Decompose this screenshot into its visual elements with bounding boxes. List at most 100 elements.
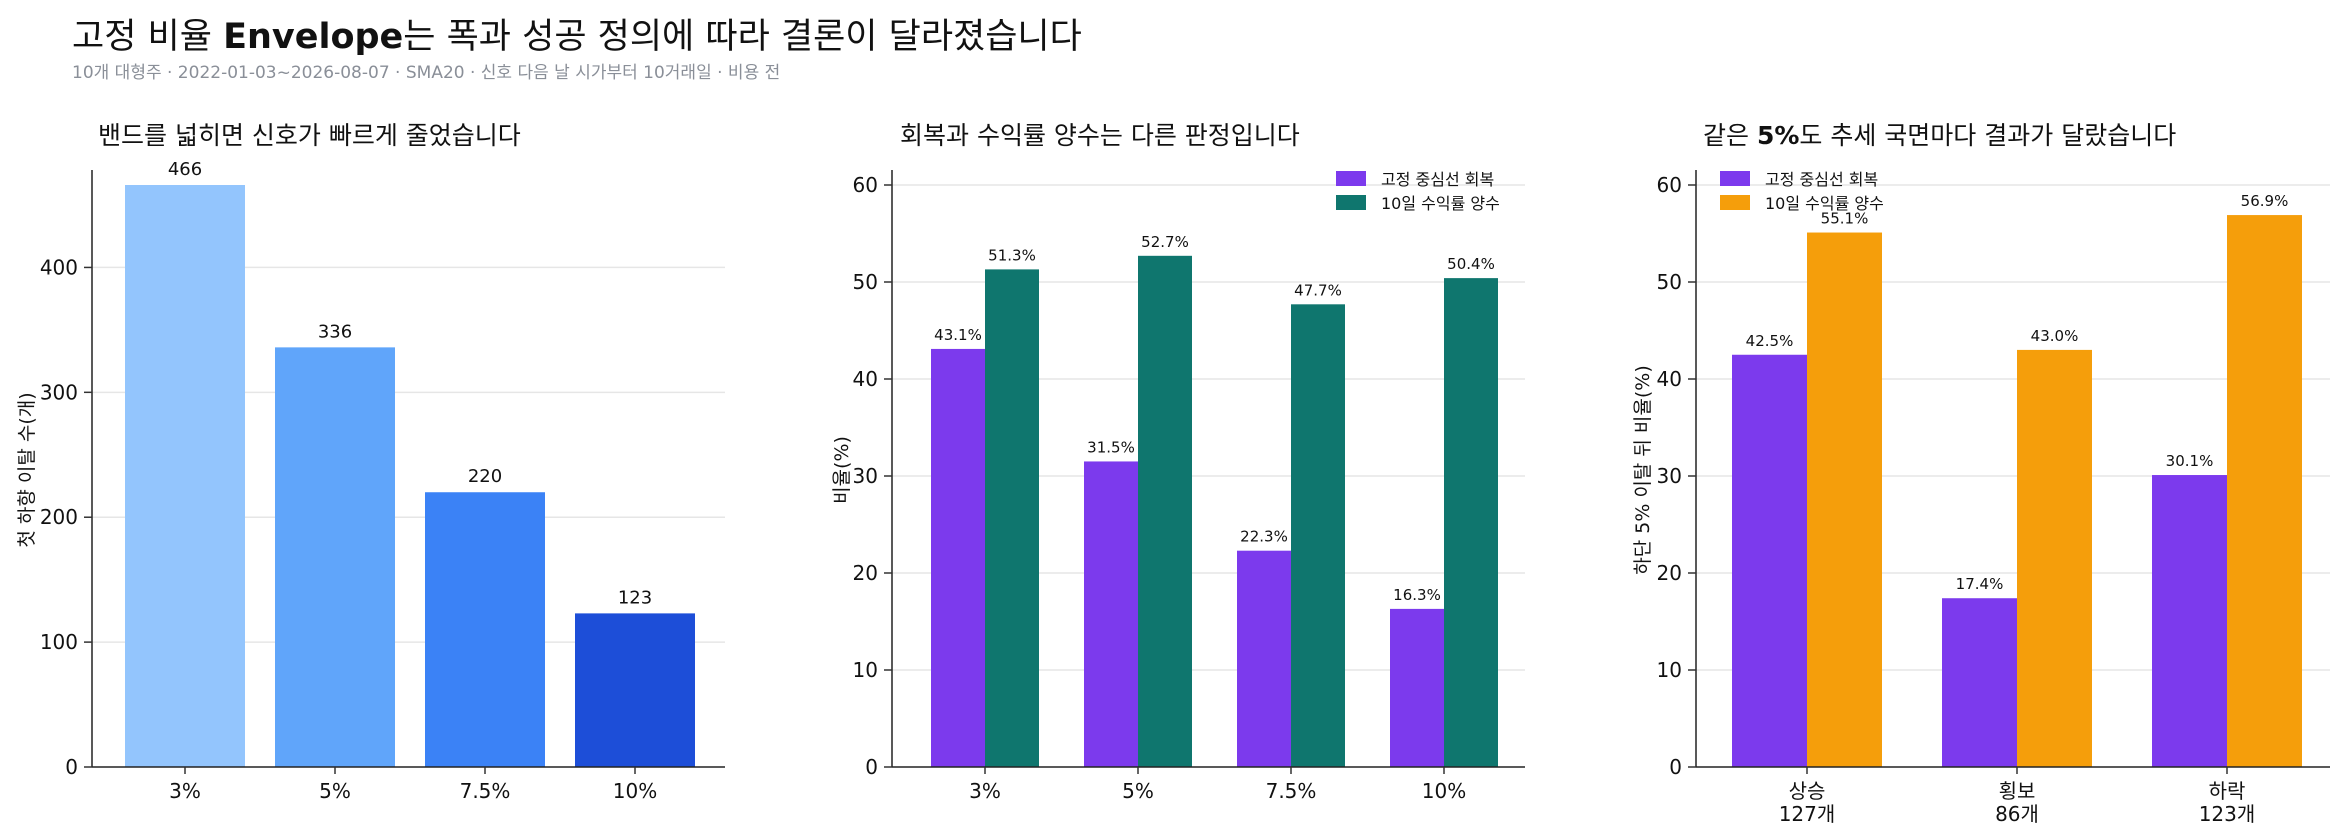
- bar: [985, 269, 1039, 767]
- chart-signal-count: 밴드를 넓히면 신호가 빠르게 줄었습니다 첫 하향 이탈 수(개) 0 100 2…: [16, 121, 725, 803]
- bar: [2152, 475, 2227, 767]
- y-tick-label: 400: [40, 255, 78, 279]
- data-label: 43.0%: [2031, 327, 2079, 345]
- y-tick-label: 100: [40, 630, 78, 654]
- data-label: 220: [468, 466, 502, 487]
- x-tick-label: 하락: [2209, 779, 2246, 803]
- y-tick-label: 0: [1669, 755, 1682, 779]
- legend-label-positive: 10일 수익률 양수: [1765, 194, 1884, 213]
- bars-group: [931, 255, 1498, 767]
- bar: [2017, 349, 2092, 767]
- x-tick-label: 10%: [1422, 779, 1466, 803]
- data-label: 47.7%: [1294, 281, 1342, 299]
- data-label: 336: [318, 321, 352, 342]
- bar: [1942, 598, 2017, 767]
- chart-title: 같은 5%도 추세 국면마다 결과가 달랐습니다: [1703, 121, 2176, 150]
- x-tick-count: 127개: [1779, 802, 1836, 826]
- y-tick-label: 200: [40, 505, 78, 529]
- bar: [1732, 354, 1807, 767]
- y-axis-label: 하단 5% 이탈 뒤 비율(%): [1632, 365, 1654, 575]
- x-tick-label: 7.5%: [1266, 779, 1317, 803]
- page-title-pre: 고정 비율: [72, 17, 224, 57]
- bar: [275, 347, 395, 767]
- legend: 고정 중심선 회복 10일 수익률 양수: [1336, 170, 1500, 213]
- x-tick-label: 3%: [169, 779, 201, 803]
- bar: [1444, 278, 1498, 767]
- axes-group: [91, 170, 725, 768]
- legend-swatch-recovery: [1720, 171, 1750, 186]
- data-label: 22.3%: [1240, 528, 1288, 546]
- chart-title-bold: 5%: [1757, 121, 1799, 150]
- data-label: 52.7%: [1141, 233, 1189, 251]
- bar: [1237, 550, 1291, 767]
- page-subtitle: 10개 대형주 · 2022-01-03~2026-08-07 · SMA20 …: [72, 63, 781, 83]
- axes-group: [891, 170, 1525, 768]
- bars-group: [1732, 215, 2302, 767]
- x-tick-label: 10%: [613, 779, 657, 803]
- x-tick-label: 5%: [319, 779, 351, 803]
- data-label: 123: [618, 587, 652, 608]
- y-tick-label: 60: [853, 173, 878, 197]
- legend-label-positive: 10일 수익률 양수: [1381, 194, 1500, 213]
- chart-by-regime: 같은 5%도 추세 국면마다 결과가 달랐습니다 하단 5% 이탈 뒤 비율(%…: [1632, 121, 2330, 826]
- bar: [931, 348, 985, 767]
- chart-recovery-vs-return: 회복과 수익률 양수는 다른 판정입니다 비율(%) 0 10 20 30 40 50 60…: [831, 121, 1525, 803]
- page-title: 고정 비율 Envelope는 폭과 성공 정의에 따라 결론이 달라졌습니다: [72, 8, 1082, 59]
- y-tick-label: 20: [853, 561, 878, 585]
- bar: [425, 492, 545, 767]
- legend-label-recovery: 고정 중심선 회복: [1381, 170, 1494, 189]
- bar: [1138, 255, 1192, 767]
- data-label: 31.5%: [1087, 438, 1135, 456]
- data-label: 55.1%: [1821, 210, 1869, 228]
- data-labels-group: 43.1% 51.3% 31.5% 52.7% 22.3% 47.7% 16.3% 50.4%: [934, 233, 1495, 604]
- x-tick-label: 5%: [1122, 779, 1154, 803]
- bar: [2227, 215, 2302, 767]
- data-label: 50.4%: [1447, 255, 1495, 273]
- data-label: 42.5%: [1746, 332, 1794, 350]
- ticks-group: 0 10 20 30 40 50 60 3% 5% 7.5% 10%: [853, 173, 1467, 803]
- legend-label-recovery: 고정 중심선 회복: [1765, 170, 1878, 189]
- chart-title: 회복과 수익률 양수는 다른 판정입니다: [900, 121, 1300, 150]
- y-tick-label: 40: [853, 367, 878, 391]
- axes-group: [1695, 170, 2330, 768]
- y-axis-label: 비율(%): [831, 436, 853, 504]
- y-axis-label: 첫 하향 이탈 수(개): [16, 392, 38, 547]
- bar: [1084, 461, 1138, 767]
- chart-title-post: 도 추세 국면마다 결과가 달랐습니다: [1799, 121, 2176, 150]
- data-label: 17.4%: [1956, 575, 2004, 593]
- legend-swatch-positive: [1720, 195, 1750, 210]
- bars-group: [125, 185, 695, 767]
- y-tick-label: 10: [853, 658, 878, 682]
- bar: [575, 613, 695, 767]
- data-label: 56.9%: [2241, 192, 2289, 210]
- data-label: 30.1%: [2166, 452, 2214, 470]
- data-label: 43.1%: [934, 326, 982, 344]
- data-label: 51.3%: [988, 246, 1036, 264]
- y-tick-label: 0: [865, 755, 878, 779]
- x-tick-label: 7.5%: [460, 779, 511, 803]
- page-title-bold: Envelope: [223, 17, 404, 57]
- legend-swatch-positive: [1336, 195, 1366, 210]
- y-tick-label: 50: [1657, 270, 1682, 294]
- legend-swatch-recovery: [1336, 171, 1366, 186]
- bar: [1291, 304, 1345, 767]
- y-tick-label: 60: [1657, 173, 1682, 197]
- data-labels-group: 466 336 220 123: [168, 159, 652, 608]
- x-tick-count: 123개: [2199, 802, 2256, 826]
- bar: [1390, 608, 1444, 767]
- y-tick-label: 40: [1657, 367, 1682, 391]
- x-tick-label: 횡보: [1999, 779, 2036, 803]
- y-tick-label: 0: [65, 755, 78, 779]
- legend: 고정 중심선 회복 10일 수익률 양수: [1720, 170, 1884, 213]
- y-tick-label: 10: [1657, 658, 1682, 682]
- chart-title-pre: 같은: [1703, 121, 1757, 150]
- bar: [125, 185, 245, 767]
- y-tick-label: 30: [1657, 464, 1682, 488]
- data-labels-group: 42.5% 55.1% 17.4% 43.0% 30.1% 56.9%: [1746, 192, 2289, 593]
- y-tick-label: 20: [1657, 561, 1682, 585]
- y-tick-label: 300: [40, 380, 78, 404]
- page-title-post: 는 폭과 성공 정의에 따라 결론이 달라졌습니다: [403, 17, 1082, 57]
- x-tick-label: 상승: [1789, 779, 1826, 803]
